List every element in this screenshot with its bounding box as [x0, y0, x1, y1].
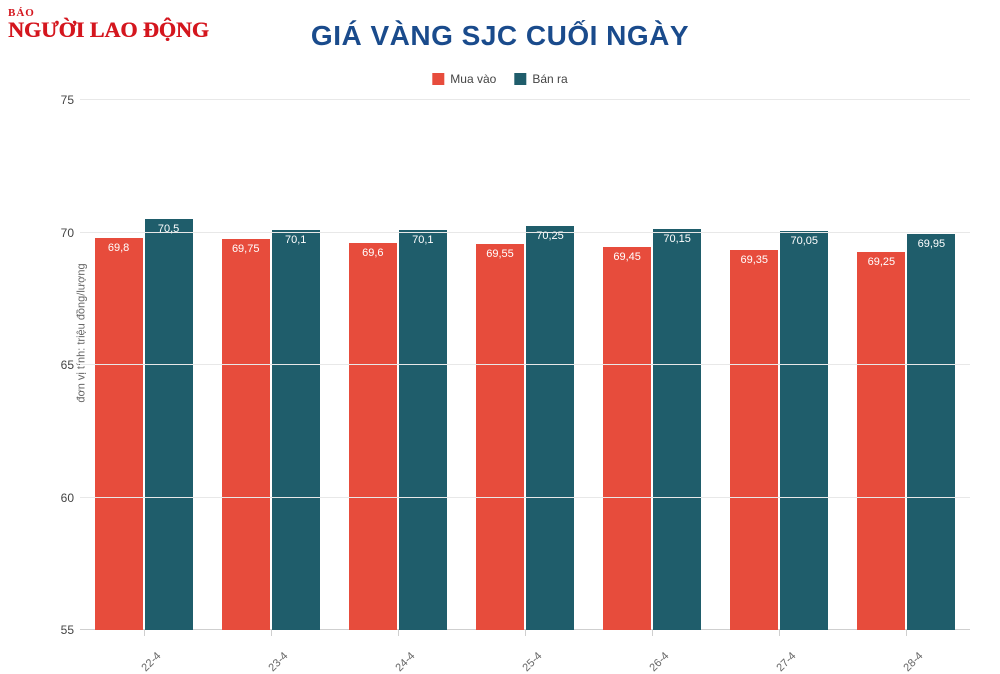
bar-mua-vao: 69,75 — [222, 239, 270, 630]
bar-ban-ra: 70,5 — [145, 219, 193, 630]
bar-mua-vao: 69,45 — [603, 247, 651, 630]
publisher-logo: BÁO NGƯỜI LAO ĐỘNG — [8, 8, 209, 41]
bar-group: 69,2569,9528-4 — [843, 100, 970, 630]
legend-swatch-icon — [514, 73, 526, 85]
x-tick-label: 27-4 — [775, 650, 799, 674]
bar-group: 69,7570,123-4 — [207, 100, 334, 630]
bar-mua-vao: 69,35 — [730, 250, 778, 630]
bar-value-label: 69,35 — [741, 254, 769, 266]
bar-value-label: 69,8 — [108, 242, 129, 254]
bar-mua-vao: 69,55 — [476, 244, 524, 630]
bar-groups: 69,870,522-469,7570,123-469,670,124-469,… — [80, 100, 970, 630]
bar-value-label: 69,25 — [868, 256, 896, 268]
bar-value-label: 69,6 — [362, 247, 383, 259]
bar-group: 69,5570,2525-4 — [461, 100, 588, 630]
x-tick-label: 22-4 — [139, 650, 163, 674]
bar-value-label: 70,5 — [158, 223, 179, 235]
y-tick-label: 75 — [61, 93, 74, 107]
x-tick-mark — [525, 630, 526, 636]
bar-value-label: 69,95 — [918, 238, 946, 250]
bar-group: 69,870,522-4 — [80, 100, 207, 630]
grid-line — [80, 232, 970, 233]
grid-line — [80, 497, 970, 498]
bar-value-label: 70,1 — [285, 234, 306, 246]
legend-item-mua-vao: Mua vào — [432, 72, 496, 86]
bar-group: 69,3570,0527-4 — [716, 100, 843, 630]
bar-value-label: 70,15 — [663, 233, 691, 245]
y-tick-label: 55 — [61, 623, 74, 637]
x-tick-label: 23-4 — [266, 650, 290, 674]
bar-mua-vao: 69,25 — [857, 252, 905, 630]
grid-line — [80, 364, 970, 365]
bar-mua-vao: 69,8 — [95, 238, 143, 630]
x-tick-label: 28-4 — [902, 650, 926, 674]
y-tick-label: 65 — [61, 358, 74, 372]
bar-value-label: 70,05 — [791, 235, 819, 247]
legend-item-ban-ra: Bán ra — [514, 72, 567, 86]
bar-mua-vao: 69,6 — [349, 243, 397, 630]
bar-value-label: 70,1 — [412, 234, 433, 246]
x-tick-mark — [779, 630, 780, 636]
bar-value-label: 69,75 — [232, 243, 260, 255]
chart-plot-area: 69,870,522-469,7570,123-469,670,124-469,… — [80, 100, 970, 630]
x-tick-mark — [144, 630, 145, 636]
bar-ban-ra: 69,95 — [907, 234, 955, 630]
bar-group: 69,4570,1526-4 — [589, 100, 716, 630]
chart-title: GIÁ VÀNG SJC CUỐI NGÀY — [311, 20, 689, 52]
y-tick-label: 60 — [61, 491, 74, 505]
bar-ban-ra: 70,1 — [399, 230, 447, 630]
x-tick-mark — [271, 630, 272, 636]
legend-label: Mua vào — [450, 72, 496, 86]
bar-ban-ra: 70,05 — [780, 231, 828, 630]
bar-value-label: 69,45 — [613, 251, 641, 263]
y-tick-label: 70 — [61, 226, 74, 240]
legend-swatch-icon — [432, 73, 444, 85]
chart-legend: Mua vào Bán ra — [432, 72, 567, 86]
x-tick-label: 24-4 — [393, 650, 417, 674]
bar-group: 69,670,124-4 — [334, 100, 461, 630]
x-tick-label: 25-4 — [520, 650, 544, 674]
bar-ban-ra: 70,1 — [272, 230, 320, 630]
x-tick-label: 26-4 — [648, 650, 672, 674]
x-tick-mark — [652, 630, 653, 636]
x-tick-mark — [906, 630, 907, 636]
legend-label: Bán ra — [532, 72, 567, 86]
grid-line — [80, 99, 970, 100]
logo-main-text: NGƯỜI LAO ĐỘNG — [8, 19, 209, 41]
bar-value-label: 69,55 — [486, 248, 514, 260]
x-tick-mark — [398, 630, 399, 636]
bar-ban-ra: 70,25 — [526, 226, 574, 630]
bar-ban-ra: 70,15 — [653, 229, 701, 630]
